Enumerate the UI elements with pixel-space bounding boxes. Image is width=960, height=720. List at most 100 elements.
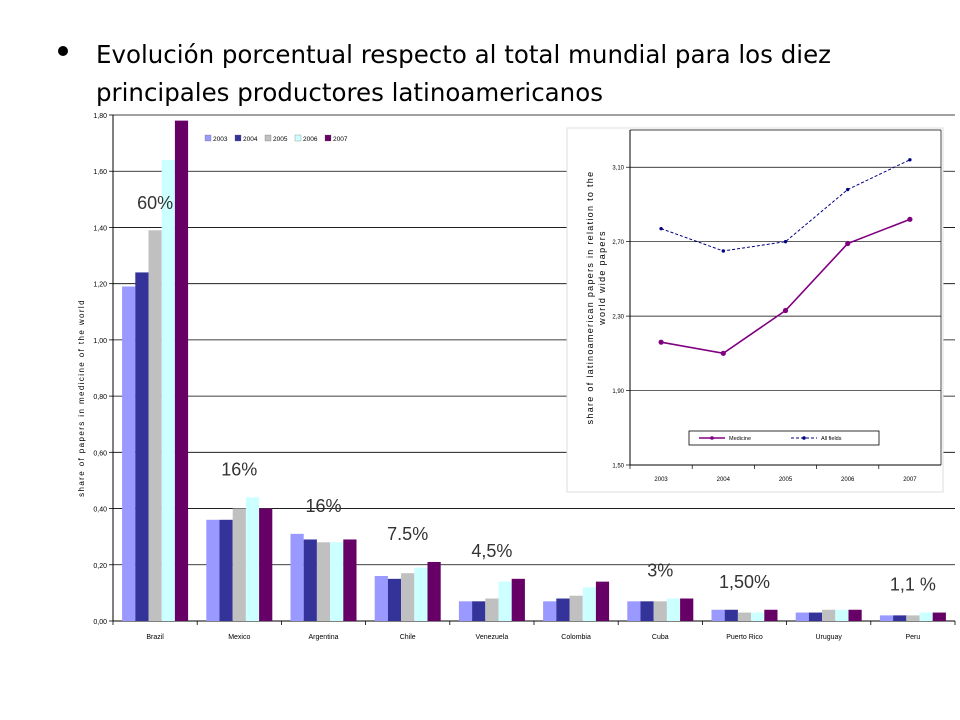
bar [680, 598, 694, 621]
x-tick-label: Uruguay [815, 634, 842, 641]
bar [653, 601, 667, 621]
bar [627, 601, 641, 621]
x-tick-label: 2004 [717, 477, 731, 483]
x-tick-label: 2003 [654, 477, 668, 483]
legend-label: 2004 [243, 136, 258, 143]
y-tick-label: 0,40 [93, 507, 107, 514]
y-tick-label: 1,40 [93, 225, 107, 232]
annotation-label: 4,5% [471, 541, 512, 561]
legend-label: 2005 [273, 136, 288, 143]
bar [161, 159, 175, 621]
bar [290, 533, 304, 621]
annotation-label: 16% [305, 496, 341, 516]
data-point [908, 158, 912, 162]
y-tick-label: 1,90 [612, 389, 624, 395]
data-point [659, 226, 663, 231]
bar [569, 595, 583, 621]
bar [711, 609, 725, 621]
bar [764, 609, 778, 621]
bar [387, 578, 402, 621]
data-point [782, 307, 789, 314]
data-point [783, 239, 788, 244]
annotation-label: 7.5% [387, 524, 428, 544]
bar [259, 508, 273, 621]
bar [414, 567, 428, 621]
bar [303, 539, 317, 621]
data-point [720, 350, 726, 356]
y-axis-label: world wide papers [597, 230, 607, 326]
x-tick-label: 2006 [841, 477, 855, 483]
bar [795, 612, 809, 621]
data-point [721, 249, 725, 253]
x-tick-label: Puerto Rico [726, 634, 763, 641]
bar [148, 230, 162, 621]
x-tick-label: 2005 [779, 477, 793, 483]
bar [737, 612, 752, 621]
bar [556, 598, 570, 621]
bar [906, 615, 920, 621]
bar [485, 598, 499, 621]
bar [219, 519, 233, 621]
x-tick-label: Peru [906, 634, 921, 641]
bar [932, 612, 946, 621]
y-tick-label: 2,30 [612, 315, 624, 321]
data-point [845, 240, 851, 247]
legend-label: 2003 [213, 136, 228, 143]
data-point [846, 187, 850, 192]
bar [427, 561, 441, 621]
x-tick-label: Brazil [146, 634, 164, 641]
bar [511, 578, 525, 621]
x-tick-label: Cuba [652, 634, 669, 641]
bar [174, 120, 189, 621]
bar [835, 609, 849, 621]
bar [458, 601, 473, 621]
bar [919, 612, 933, 621]
legend-swatch [264, 134, 272, 142]
data-point [658, 339, 664, 345]
x-tick-label: Colombia [561, 634, 591, 641]
bar [472, 601, 486, 621]
bar [498, 581, 512, 621]
legend-label: 2006 [303, 136, 318, 143]
bar [751, 612, 765, 621]
data-point [907, 216, 913, 222]
y-tick-label: 1,50 [612, 464, 624, 470]
bullet-icon [58, 46, 68, 56]
bar [343, 539, 357, 621]
bar [808, 612, 823, 621]
bar [640, 601, 654, 621]
bar [822, 609, 836, 621]
legend-box [688, 430, 880, 446]
bar [232, 508, 246, 621]
legend-label: Medicine [729, 436, 751, 442]
bar [401, 573, 415, 621]
bar [122, 286, 136, 621]
x-tick-label: 2007 [903, 477, 917, 483]
annotation-label: 1,50% [719, 572, 770, 592]
x-tick-label: Venezuela [476, 634, 509, 641]
bar [879, 615, 894, 621]
x-tick-label: Chile [400, 634, 416, 641]
bar [848, 609, 862, 621]
y-tick-label: 0,60 [93, 450, 107, 457]
y-tick-label: 3,10 [612, 166, 624, 172]
bar [595, 581, 610, 621]
x-tick-label: Argentina [309, 634, 339, 641]
legend-swatch [294, 134, 302, 142]
bar [666, 598, 681, 621]
legend-swatch [324, 134, 332, 142]
annotation-label: 1,1 % [890, 575, 936, 595]
annotation-label: 16% [221, 459, 257, 479]
slide-bullet-text: Evolución porcentual respecto al total m… [96, 40, 832, 107]
legend-swatch [204, 134, 212, 142]
bar [374, 576, 388, 621]
legend-label: 2007 [333, 136, 348, 143]
bar [316, 542, 331, 621]
y-tick-label: 1,80 [93, 113, 107, 120]
y-tick-label: 2,70 [612, 240, 624, 246]
legend-swatch [234, 134, 242, 142]
annotation-label: 60% [137, 193, 173, 213]
x-tick-label: Mexico [228, 634, 250, 641]
